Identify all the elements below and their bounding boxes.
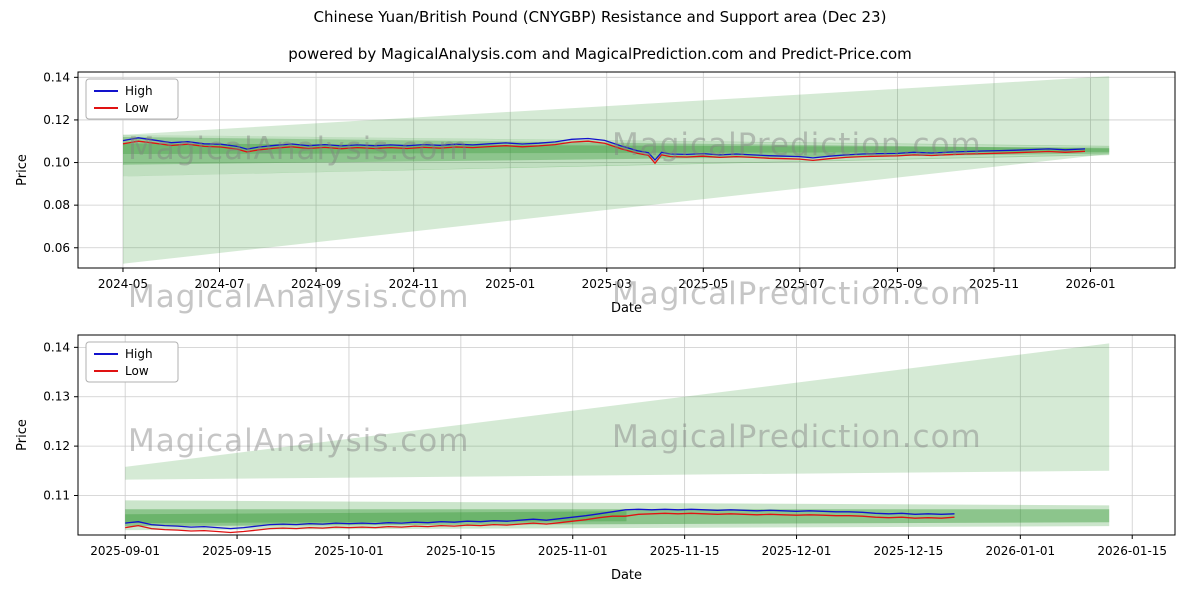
x-tick-label: 2025-11 (969, 277, 1019, 291)
support-resistance-band (123, 76, 1110, 147)
series-low-line (125, 512, 955, 534)
y-tick-label: 0.10 (43, 156, 70, 170)
x-axis-label: Date (611, 301, 642, 316)
x-tick-label: 2025-11-15 (650, 544, 720, 558)
x-tick-label: 2025-09 (872, 277, 922, 291)
x-axis-label: Date (611, 568, 642, 583)
x-tick-label: 2024-05 (98, 277, 148, 291)
legend-label: High (125, 84, 153, 98)
support-resistance-band (125, 500, 1110, 531)
plot-border (77, 71, 1176, 269)
x-tick-label: 2024-11 (389, 277, 439, 291)
support-resistance-band (125, 343, 1110, 480)
x-tick-label: 2025-09-01 (90, 544, 160, 558)
support-resistance-band (125, 509, 1110, 527)
y-axis-label: Price (15, 154, 30, 186)
x-tick-label: 2025-10-15 (426, 544, 496, 558)
y-tick-label: 0.14 (43, 70, 70, 84)
top-price-chart: 0.06 0.08 0.10 0.12 0.14 2024-05 2024-07 2024-0… (15, 70, 1176, 316)
plot-border (77, 334, 1176, 536)
y-axis-label: Price (15, 419, 30, 451)
page-subtitle: powered by MagicalAnalysis.com and Magic… (288, 45, 912, 63)
y-tick-label: 0.06 (43, 241, 70, 255)
x-tick-label: 2024-09 (291, 277, 341, 291)
series-low-line (122, 140, 1086, 165)
y-tick-label: 0.12 (43, 113, 70, 127)
legend-label: Low (125, 364, 149, 378)
x-tick-label: 2025-05 (678, 277, 728, 291)
y-tick-label: 0.14 (43, 340, 70, 354)
y-tick-label: 0.08 (43, 198, 70, 212)
x-tick-label: 2025-09-15 (202, 544, 272, 558)
support-resistance-band (125, 511, 627, 524)
legend-label: Low (125, 101, 149, 115)
page-title: Chinese Yuan/British Pound (CNYGBP) Resi… (313, 8, 887, 26)
support-resistance-band (123, 137, 1110, 154)
x-tick-label: 2025-11-01 (538, 544, 608, 558)
y-tick-label: 0.11 (43, 488, 70, 502)
series-high-line (125, 508, 955, 530)
x-tick-label: 2025-12-15 (874, 544, 944, 558)
legend-label: High (125, 347, 153, 361)
x-tick-label: 2025-03 (582, 277, 632, 291)
x-tick-label: 2025-07 (775, 277, 825, 291)
x-tick-label: 2026-01 (1065, 277, 1115, 291)
x-tick-label: 2025-10-01 (314, 544, 384, 558)
support-resistance-band (123, 154, 1110, 264)
y-tick-label: 0.13 (43, 390, 70, 404)
x-tick-label: 2024-07 (194, 277, 244, 291)
x-tick-label: 2025-12-01 (762, 544, 832, 558)
x-tick-label: 2026-01-15 (1097, 544, 1167, 558)
bottom-price-chart: 0.11 0.12 0.13 0.14 2025-09-01 2025-09-15 2025… (15, 334, 1176, 583)
series-high-line (122, 137, 1086, 161)
x-tick-label: 2026-01-01 (985, 544, 1055, 558)
x-tick-label: 2025-01 (485, 277, 535, 291)
y-tick-label: 0.12 (43, 439, 70, 453)
